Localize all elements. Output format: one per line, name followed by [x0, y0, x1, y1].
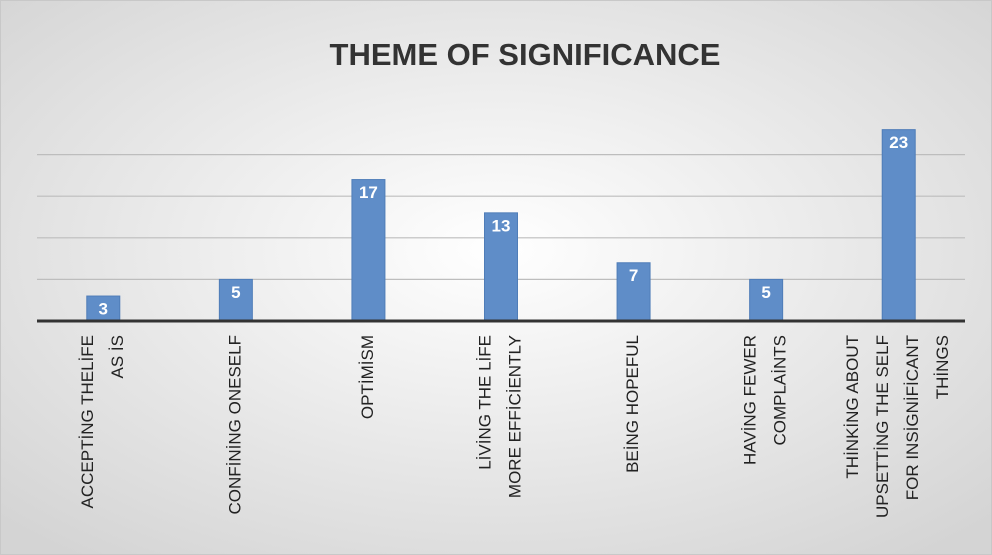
- x-tick-label: BEİNG HOPEFUL: [623, 335, 642, 473]
- data-label: 5: [231, 283, 240, 302]
- data-label: 5: [761, 283, 770, 302]
- x-tick-label: AS İS: [108, 335, 127, 378]
- x-tick-label: OPTİMİSM: [358, 335, 377, 419]
- x-tick-label: THİNKİNG ABOUT: [843, 335, 862, 479]
- bar: [749, 278, 784, 322]
- x-tick-label: THİNGS: [933, 335, 952, 399]
- x-tick-label: COMPLAİNTS: [771, 335, 790, 446]
- x-tick-label: UPSETTİNG THE SELF: [873, 335, 892, 518]
- chart-title: THEME OF SIGNIFICANCE: [330, 37, 721, 72]
- bar: [881, 129, 916, 322]
- data-label: 13: [492, 216, 511, 235]
- bar: [218, 278, 253, 322]
- bar: [484, 212, 518, 322]
- data-label: 7: [629, 266, 638, 285]
- x-tick-label: HAVİNG FEWER: [741, 335, 760, 465]
- x-tick-label: ACCEPTİNG THELİFE: [78, 335, 97, 509]
- data-label: 23: [889, 133, 908, 152]
- data-label: 3: [99, 300, 108, 319]
- x-tick-label: LİVİNG THE LİFE: [475, 335, 494, 470]
- x-tick-label: FOR INSİGNİFİCANT: [903, 335, 922, 500]
- x-tick-label: CONFİNİNG ONESELF: [225, 335, 244, 514]
- data-label: 17: [359, 183, 378, 202]
- bar: [351, 179, 386, 322]
- x-tick-label: MORE EFFİCİENTLY: [505, 335, 524, 498]
- bar: [616, 262, 651, 322]
